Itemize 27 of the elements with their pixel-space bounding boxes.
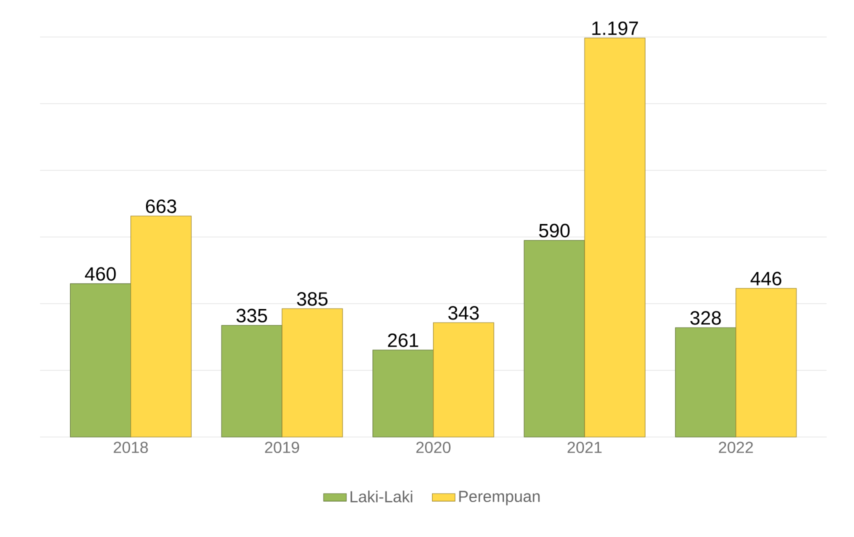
data-label: 335 [236,308,267,322]
bar [282,308,343,438]
x-tick-label: 2018 [114,442,148,454]
legend-label: Laki-Laki [350,490,412,502]
bar [70,283,132,438]
data-label: 446 [750,272,782,286]
bar [675,327,736,438]
x-tick-label: 2020 [416,442,451,454]
bar [736,288,797,438]
bar [130,216,192,438]
bar [584,38,646,438]
data-label: 590 [539,224,570,238]
bar [221,325,282,438]
x-tick-label: 2021 [568,442,602,454]
data-label: 343 [448,306,479,320]
bar [524,240,585,438]
bar [372,350,434,438]
data-label: 261 [388,333,418,348]
data-label: 328 [690,311,721,325]
bar [433,322,494,438]
data-label: 460 [84,267,116,281]
legend-label: Perempuan [459,490,540,506]
x-tick-label: 2019 [265,442,300,454]
data-label: 663 [146,199,176,214]
data-label: 1.197 [592,21,638,36]
x-tick-label: 2022 [718,442,753,454]
data-label: 385 [297,292,328,306]
